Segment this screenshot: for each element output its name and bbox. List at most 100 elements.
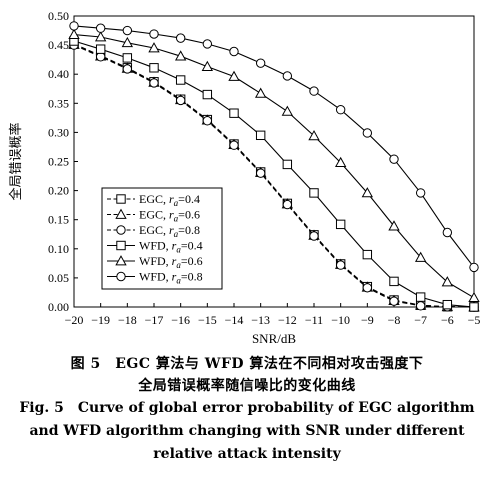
data-point bbox=[255, 130, 266, 141]
x-tick-label: −19 bbox=[91, 313, 110, 327]
x-tick-label: −15 bbox=[198, 313, 217, 327]
x-tick-label: −11 bbox=[305, 313, 323, 327]
data-point bbox=[175, 95, 186, 106]
caption-en-line2: and WFD algorithm changing with SNR unde… bbox=[29, 423, 465, 439]
legend-label: EGC, ra=0.8 bbox=[139, 223, 200, 239]
data-point bbox=[229, 108, 239, 118]
y-tick-label: 0.20 bbox=[48, 184, 69, 198]
data-point bbox=[389, 276, 399, 287]
data-point bbox=[309, 188, 319, 198]
data-point bbox=[335, 219, 346, 230]
data-point bbox=[362, 283, 373, 293]
data-point bbox=[389, 296, 399, 306]
y-tick-label: 0.10 bbox=[48, 242, 69, 256]
data-point bbox=[388, 220, 400, 231]
x-tick-label: −17 bbox=[145, 313, 164, 327]
data-point bbox=[469, 262, 479, 273]
x-tick-label: −20 bbox=[65, 313, 84, 327]
series-3 bbox=[69, 36, 479, 312]
series-4 bbox=[68, 28, 480, 303]
data-point bbox=[442, 299, 453, 310]
figure: −20 −19 −18 −17 −16 −15 −14 −13 −12 −11 −10 −9 −8 −7−… bbox=[8, 9, 481, 346]
data-point bbox=[149, 29, 159, 39]
legend-marker bbox=[115, 208, 127, 219]
data-point bbox=[175, 33, 186, 43]
data-point bbox=[68, 28, 80, 39]
x-tick-label: −14 bbox=[225, 313, 244, 327]
data-point bbox=[441, 276, 454, 287]
data-point bbox=[174, 50, 187, 61]
data-point bbox=[122, 53, 133, 63]
data-point bbox=[361, 187, 374, 198]
x-tick-label: −10 bbox=[331, 313, 350, 327]
data-point bbox=[229, 140, 239, 150]
legend-label: EGC, ra=0.6 bbox=[139, 208, 200, 224]
series-line bbox=[73, 44, 475, 308]
data-point bbox=[389, 154, 399, 164]
legend-label: WFD, ra=0.4 bbox=[139, 239, 203, 255]
y-tick-label: 0.15 bbox=[48, 213, 69, 227]
caption-en-line3: relative attack intensity bbox=[153, 446, 341, 462]
x-tick-label: −6 bbox=[441, 313, 454, 327]
data-point bbox=[281, 105, 294, 116]
legend-label: EGC, ra=0.4 bbox=[139, 192, 200, 208]
data-point bbox=[202, 39, 213, 49]
data-point bbox=[334, 156, 347, 168]
x-tick-label: −12 bbox=[278, 313, 297, 327]
data-point bbox=[175, 75, 186, 85]
series-line bbox=[73, 25, 475, 268]
data-point bbox=[362, 128, 373, 138]
data-point bbox=[415, 301, 426, 311]
data-point bbox=[149, 78, 159, 88]
data-point bbox=[309, 231, 319, 241]
data-point bbox=[415, 188, 426, 198]
legend-marker bbox=[116, 271, 126, 282]
data-point bbox=[94, 31, 107, 42]
data-point bbox=[442, 227, 453, 238]
y-tick-label: 0.25 bbox=[48, 155, 69, 169]
x-tick-label: −7 bbox=[414, 313, 427, 327]
data-point bbox=[201, 60, 214, 71]
x-axis-title: SNR/dB bbox=[252, 331, 296, 346]
y-tick-label: 0.00 bbox=[48, 300, 69, 314]
x-tick-label: −16 bbox=[171, 313, 190, 327]
figure-captions: 图 5 EGC 算法与 WFD 算法在不同相对攻击强度下 全局错误概率随信噪比的… bbox=[0, 353, 494, 466]
legend-marker bbox=[116, 194, 126, 204]
x-tick-label: −9 bbox=[361, 313, 374, 327]
legend-marker bbox=[116, 240, 126, 251]
data-point bbox=[282, 199, 293, 210]
caption-en-line1: Fig. 5 Curve of global error probability… bbox=[19, 400, 475, 416]
series-5 bbox=[69, 21, 479, 273]
data-point bbox=[469, 302, 479, 312]
data-point bbox=[362, 249, 373, 260]
data-point bbox=[414, 251, 427, 262]
data-point bbox=[335, 260, 346, 270]
y-tick-label: 0.35 bbox=[48, 96, 69, 110]
data-point bbox=[122, 25, 133, 36]
x-tick-label: −5 bbox=[468, 313, 481, 327]
data-point bbox=[95, 44, 106, 54]
x-tick-label: −13 bbox=[251, 313, 270, 327]
legend-marker bbox=[116, 225, 126, 235]
data-point bbox=[255, 168, 266, 178]
data-point bbox=[415, 292, 426, 302]
data-point bbox=[229, 46, 239, 57]
data-point bbox=[468, 291, 480, 303]
data-point bbox=[228, 70, 240, 81]
series-line bbox=[73, 34, 475, 299]
y-tick-label: 0.50 bbox=[48, 9, 69, 23]
data-point bbox=[69, 21, 79, 31]
legend-label: WFD, ra=0.6 bbox=[139, 254, 203, 270]
data-point bbox=[255, 58, 266, 68]
data-point bbox=[149, 63, 159, 73]
y-tick-label: 0.05 bbox=[48, 271, 69, 285]
x-tick-label: −18 bbox=[118, 313, 137, 327]
data-point bbox=[282, 159, 293, 170]
data-point bbox=[254, 87, 267, 98]
legend-marker bbox=[115, 255, 127, 266]
y-axis-title: 全局错误概率 bbox=[8, 122, 23, 200]
y-tick-label: 0.45 bbox=[48, 38, 69, 52]
data-point bbox=[308, 130, 320, 141]
y-tick-label: 0.30 bbox=[48, 125, 69, 139]
